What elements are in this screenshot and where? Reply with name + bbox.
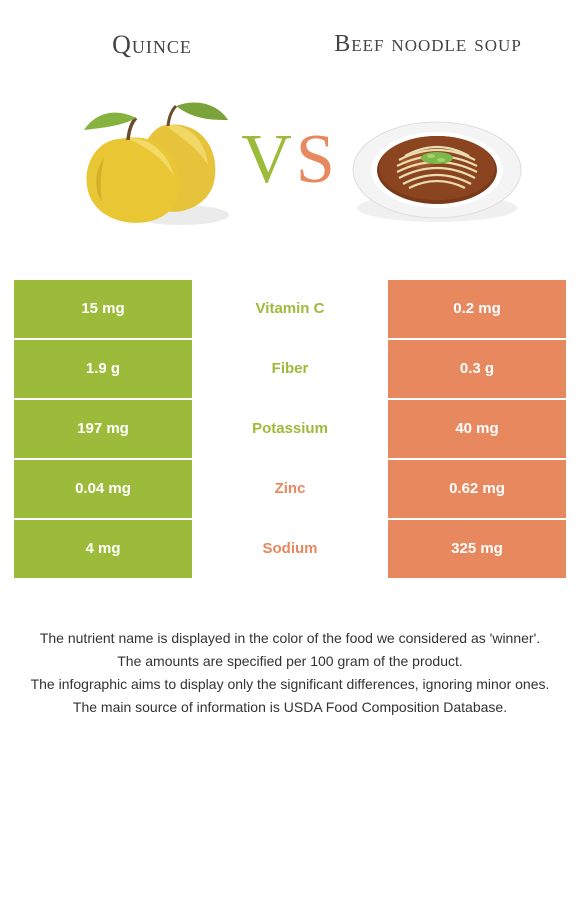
nutrient-label: Potassium bbox=[192, 400, 388, 458]
right-value: 0.62 mg bbox=[388, 460, 566, 518]
table-row: 15 mgVitamin C0.2 mg bbox=[14, 280, 566, 338]
nutrient-label: Sodium bbox=[192, 520, 388, 578]
vs-v: V bbox=[241, 121, 296, 198]
nutrient-label: Fiber bbox=[192, 340, 388, 398]
footnote-line: The nutrient name is displayed in the co… bbox=[20, 628, 560, 649]
quince-image bbox=[56, 90, 231, 230]
table-row: 4 mgSodium325 mg bbox=[14, 520, 566, 578]
table-row: 1.9 gFiber0.3 g bbox=[14, 340, 566, 398]
right-value: 0.3 g bbox=[388, 340, 566, 398]
vs-s: S bbox=[296, 121, 339, 198]
left-value: 0.04 mg bbox=[14, 460, 192, 518]
right-food-title: Beef noodle soup bbox=[290, 31, 566, 59]
right-value: 40 mg bbox=[388, 400, 566, 458]
nutrient-label: Vitamin C bbox=[192, 280, 388, 338]
footnote-line: The amounts are specified per 100 gram o… bbox=[20, 651, 560, 672]
nutrient-label: Zinc bbox=[192, 460, 388, 518]
right-value: 325 mg bbox=[388, 520, 566, 578]
left-value: 197 mg bbox=[14, 400, 192, 458]
left-food-title: Quince bbox=[14, 30, 290, 60]
footnote-line: The infographic aims to display only the… bbox=[20, 674, 560, 695]
nutrient-table: 15 mgVitamin C0.2 mg1.9 gFiber0.3 g197 m… bbox=[14, 280, 566, 578]
infographic-container: Quince Beef noodle soup VS bbox=[0, 0, 580, 740]
footnotes: The nutrient name is displayed in the co… bbox=[14, 628, 566, 718]
table-row: 0.04 mgZinc0.62 mg bbox=[14, 460, 566, 518]
left-value: 1.9 g bbox=[14, 340, 192, 398]
titles-row: Quince Beef noodle soup bbox=[14, 30, 566, 60]
left-value: 15 mg bbox=[14, 280, 192, 338]
left-value: 4 mg bbox=[14, 520, 192, 578]
footnote-line: The main source of information is USDA F… bbox=[20, 697, 560, 718]
right-value: 0.2 mg bbox=[388, 280, 566, 338]
vs-label: VS bbox=[241, 120, 339, 200]
hero-row: VS bbox=[14, 90, 566, 230]
table-row: 197 mgPotassium40 mg bbox=[14, 400, 566, 458]
soup-image bbox=[349, 90, 524, 230]
